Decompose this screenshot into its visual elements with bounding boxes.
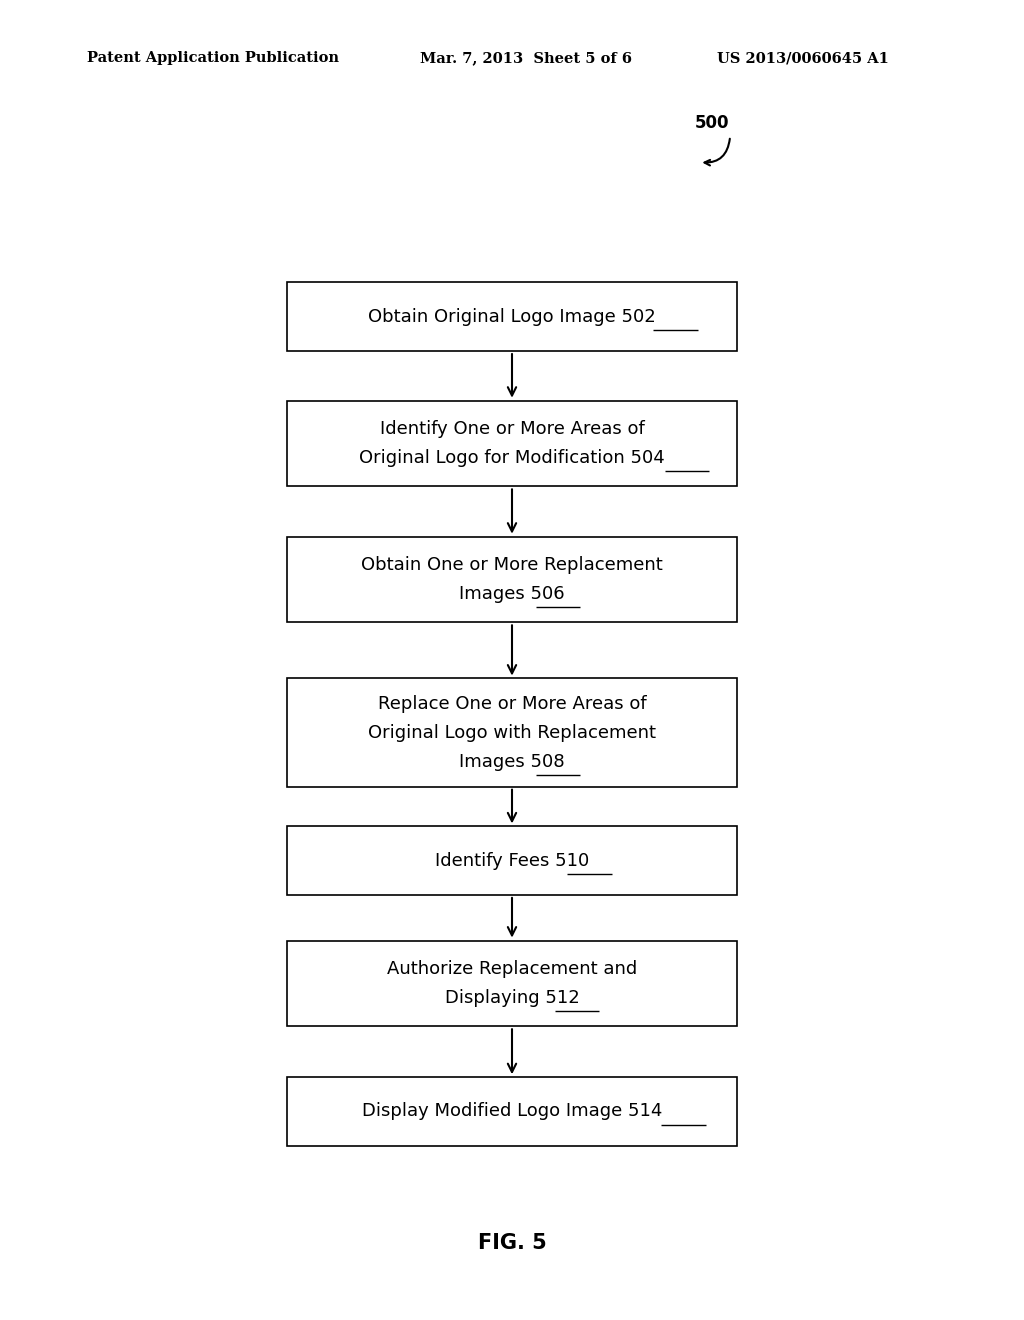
Text: US 2013/0060645 A1: US 2013/0060645 A1: [717, 51, 889, 65]
FancyBboxPatch shape: [287, 678, 737, 787]
Text: Displaying 512: Displaying 512: [444, 989, 580, 1007]
FancyBboxPatch shape: [287, 826, 737, 895]
Text: Original Logo with Replacement: Original Logo with Replacement: [368, 723, 656, 742]
Text: Obtain One or More Replacement: Obtain One or More Replacement: [361, 556, 663, 574]
Text: Replace One or More Areas of: Replace One or More Areas of: [378, 694, 646, 713]
Text: Mar. 7, 2013  Sheet 5 of 6: Mar. 7, 2013 Sheet 5 of 6: [420, 51, 632, 65]
Text: FIG. 5: FIG. 5: [477, 1233, 547, 1254]
FancyBboxPatch shape: [287, 282, 737, 351]
FancyBboxPatch shape: [287, 400, 737, 486]
FancyBboxPatch shape: [287, 536, 737, 622]
Text: Obtain Original Logo Image 502: Obtain Original Logo Image 502: [368, 308, 656, 326]
FancyBboxPatch shape: [287, 1077, 737, 1146]
Text: Authorize Replacement and: Authorize Replacement and: [387, 960, 637, 978]
Text: Identify One or More Areas of: Identify One or More Areas of: [380, 420, 644, 438]
Text: Patent Application Publication: Patent Application Publication: [87, 51, 339, 65]
Text: Images 508: Images 508: [459, 752, 565, 771]
Text: Display Modified Logo Image 514: Display Modified Logo Image 514: [361, 1102, 663, 1121]
Text: Identify Fees 510: Identify Fees 510: [435, 851, 589, 870]
FancyBboxPatch shape: [287, 940, 737, 1027]
Text: Images 506: Images 506: [459, 585, 565, 603]
Text: Original Logo for Modification 504: Original Logo for Modification 504: [359, 449, 665, 467]
Text: 500: 500: [694, 114, 729, 132]
